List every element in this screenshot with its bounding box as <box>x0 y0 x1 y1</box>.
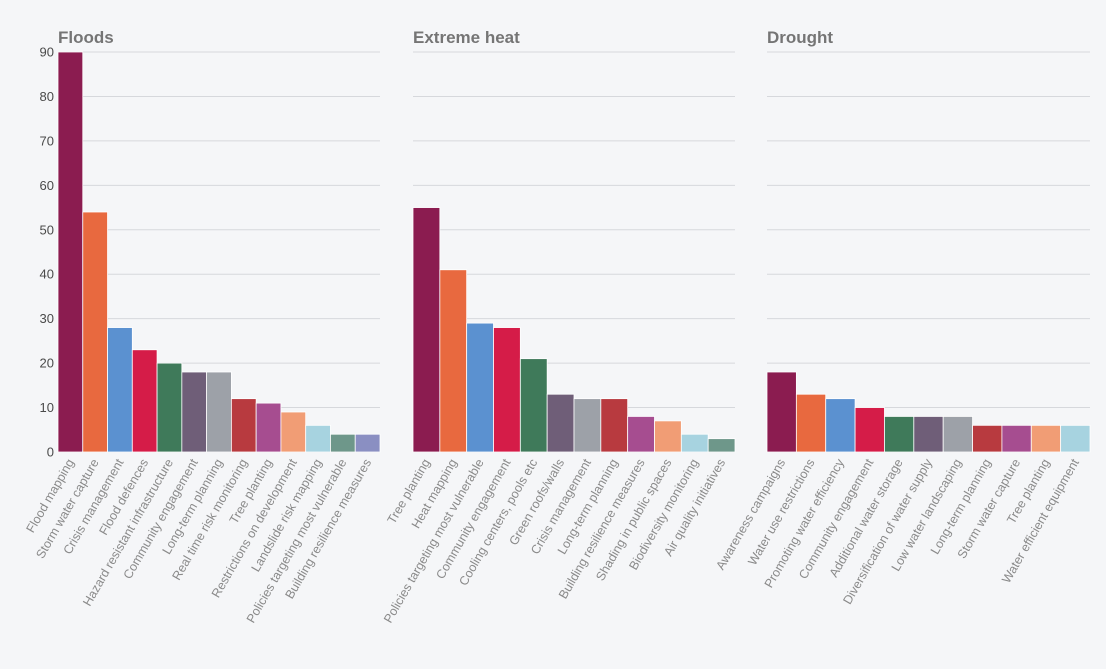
y-tick-label: 70 <box>40 133 54 148</box>
y-tick-label: 40 <box>40 267 54 282</box>
bar[interactable] <box>493 327 521 453</box>
bar[interactable] <box>57 51 84 453</box>
y-tick-label: 60 <box>40 178 54 193</box>
bar[interactable] <box>942 416 973 453</box>
bar[interactable] <box>206 371 232 453</box>
bar[interactable] <box>330 433 356 453</box>
bar[interactable] <box>884 416 915 453</box>
bar[interactable] <box>1030 424 1062 453</box>
bar[interactable] <box>131 349 158 453</box>
bar[interactable] <box>795 393 827 453</box>
bar[interactable] <box>972 424 1003 453</box>
bar[interactable] <box>156 362 183 453</box>
bar[interactable] <box>230 398 257 453</box>
bar[interactable] <box>546 393 575 453</box>
bar[interactable] <box>412 207 441 453</box>
panel-title: Extreme heat <box>413 28 520 47</box>
y-tick-label: 50 <box>40 222 54 237</box>
bar[interactable] <box>255 402 282 453</box>
bar[interactable] <box>280 411 307 453</box>
bar[interactable] <box>707 438 736 453</box>
bar[interactable] <box>680 433 709 453</box>
panel-title: Floods <box>58 28 114 47</box>
bar[interactable] <box>654 420 682 453</box>
bar[interactable] <box>600 398 629 453</box>
bar[interactable] <box>627 416 655 453</box>
bar[interactable] <box>466 322 494 453</box>
y-tick-label: 30 <box>40 311 54 326</box>
bar[interactable] <box>913 416 944 453</box>
bar[interactable] <box>854 407 885 453</box>
y-tick-label: 10 <box>40 400 54 415</box>
bar[interactable] <box>1060 424 1091 453</box>
panel-title: Drought <box>767 28 833 47</box>
y-tick-label: 90 <box>40 45 54 60</box>
bar[interactable] <box>181 371 208 453</box>
bar[interactable] <box>439 269 468 453</box>
y-tick-label: 0 <box>47 445 54 460</box>
bar[interactable] <box>354 433 381 453</box>
bar[interactable] <box>107 327 133 453</box>
bar[interactable] <box>519 358 548 453</box>
bar[interactable] <box>82 211 108 453</box>
bar[interactable] <box>825 398 856 453</box>
y-tick-label: 20 <box>40 356 54 371</box>
bar[interactable] <box>573 398 602 453</box>
bar[interactable] <box>305 424 331 453</box>
y-tick-label: 80 <box>40 89 54 104</box>
bar[interactable] <box>766 371 797 453</box>
bar[interactable] <box>1001 424 1032 453</box>
